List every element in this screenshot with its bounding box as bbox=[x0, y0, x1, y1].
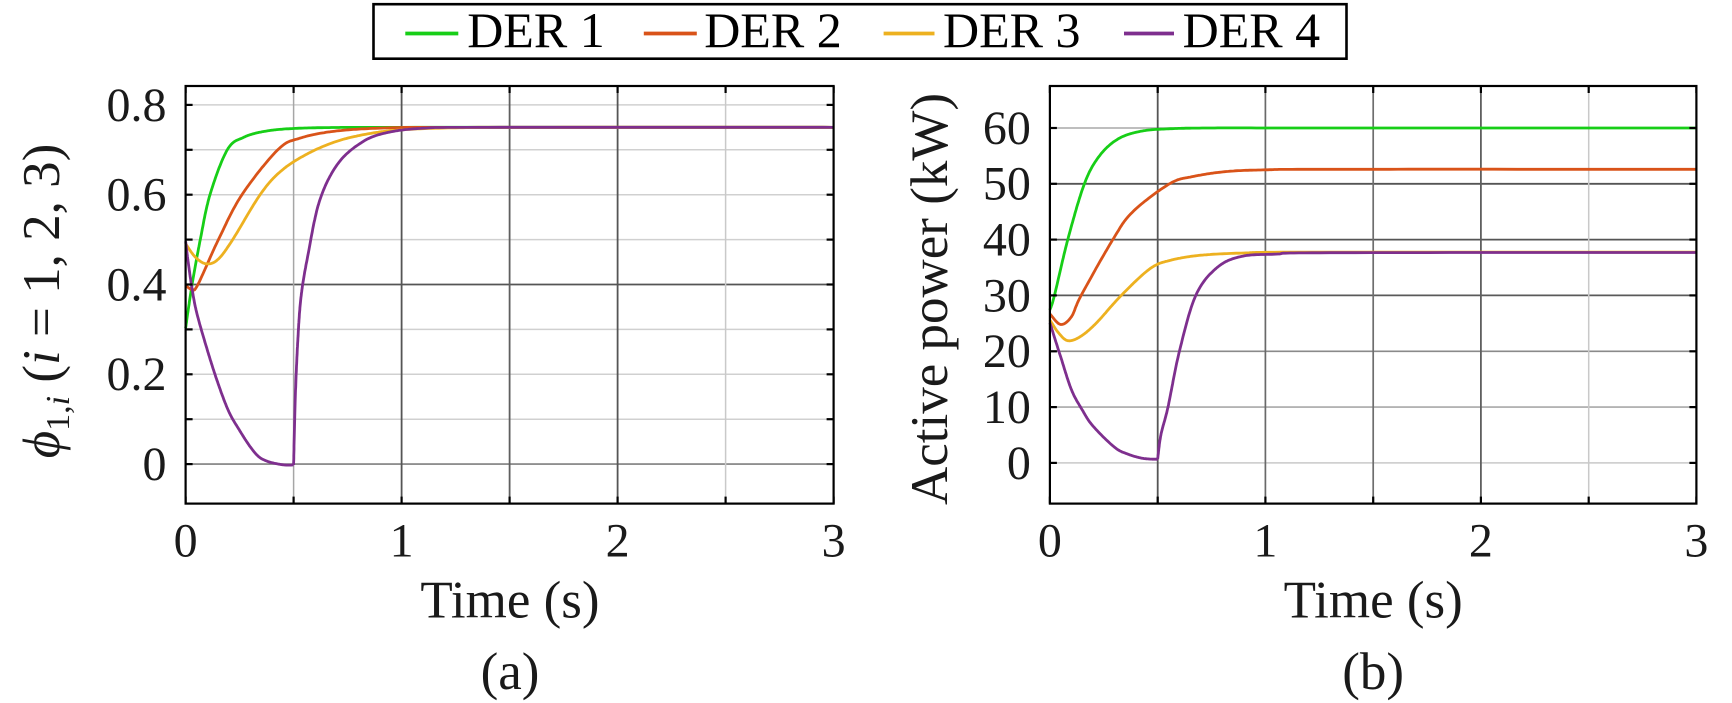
svg-text:0.2: 0.2 bbox=[107, 348, 167, 401]
svg-text:DER 4: DER 4 bbox=[1183, 2, 1321, 58]
svg-text:DER 2: DER 2 bbox=[704, 2, 842, 58]
svg-text:2: 2 bbox=[606, 514, 630, 567]
svg-text:DER 1: DER 1 bbox=[467, 2, 605, 58]
svg-text:1: 1 bbox=[1253, 514, 1277, 567]
svg-text:2: 2 bbox=[1469, 514, 1493, 567]
svg-text:DER 3: DER 3 bbox=[943, 2, 1081, 58]
svg-text:3: 3 bbox=[822, 514, 846, 567]
svg-text:Time (s): Time (s) bbox=[420, 572, 599, 630]
svg-text:1: 1 bbox=[390, 514, 414, 567]
svg-text:(b): (b) bbox=[1342, 643, 1404, 701]
svg-text:0: 0 bbox=[1038, 514, 1062, 567]
svg-text:0: 0 bbox=[143, 438, 167, 491]
svg-text:0: 0 bbox=[1007, 437, 1031, 490]
svg-text:10: 10 bbox=[983, 381, 1031, 434]
svg-text:Active power (kW): Active power (kW) bbox=[901, 93, 959, 505]
svg-text:40: 40 bbox=[983, 214, 1031, 267]
svg-text:Time (s): Time (s) bbox=[1284, 572, 1463, 630]
svg-text:(a): (a) bbox=[481, 643, 540, 701]
svg-text:0.8: 0.8 bbox=[107, 79, 167, 132]
svg-text:30: 30 bbox=[983, 269, 1031, 322]
svg-text:60: 60 bbox=[983, 102, 1031, 155]
svg-text:0.6: 0.6 bbox=[107, 169, 167, 222]
svg-text:ϕ1,i (i = 1, 2, 3): ϕ1,i (i = 1, 2, 3) bbox=[13, 144, 77, 459]
svg-text:3: 3 bbox=[1684, 514, 1708, 567]
svg-text:20: 20 bbox=[983, 325, 1031, 378]
svg-text:50: 50 bbox=[983, 158, 1031, 211]
svg-text:0.4: 0.4 bbox=[107, 258, 167, 311]
svg-text:0: 0 bbox=[174, 514, 198, 567]
